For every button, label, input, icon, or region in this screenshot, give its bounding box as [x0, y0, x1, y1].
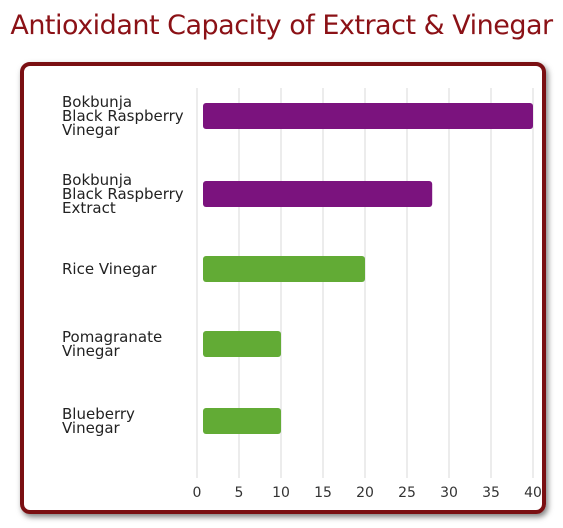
- bar: [203, 331, 281, 357]
- x-tick-label: 5: [235, 485, 244, 501]
- y-tick-label: Blueberry Vinegar: [62, 405, 135, 437]
- x-tick-label: 25: [398, 485, 416, 501]
- x-tick-label: 15: [314, 485, 332, 501]
- chart-frame: [20, 62, 546, 514]
- x-tick-label: 10: [272, 485, 290, 501]
- bar: [203, 256, 365, 282]
- x-tick-label: 20: [356, 485, 374, 501]
- x-tick-label: 35: [482, 485, 500, 501]
- y-tick-label: Rice Vinegar: [62, 260, 157, 278]
- x-tick-label: 30: [440, 485, 458, 501]
- y-tick-label: Pomagranate Vinegar: [62, 328, 163, 360]
- y-tick-label: Bokbunja Black Raspberry Vinegar: [62, 93, 184, 139]
- bar: [203, 408, 281, 434]
- x-tick-label: 40: [524, 485, 542, 501]
- bar: [203, 181, 433, 207]
- x-tick-label: 0: [193, 485, 202, 501]
- y-tick-label: Bokbunja Black Raspberry Extract: [62, 171, 184, 217]
- bar: [203, 103, 533, 129]
- chart-title: Antioxidant Capacity of Extract & Vinega…: [10, 10, 553, 41]
